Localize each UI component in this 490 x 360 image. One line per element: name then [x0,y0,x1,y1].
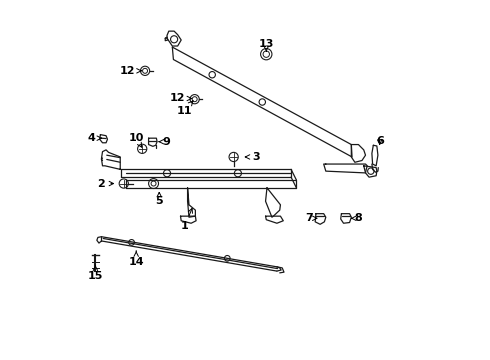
Text: 10: 10 [128,133,144,147]
Text: 9: 9 [159,137,170,147]
Text: 2: 2 [98,179,114,189]
Text: 15: 15 [88,265,103,281]
Text: 6: 6 [376,136,384,146]
Text: 1: 1 [181,208,193,231]
Text: 12: 12 [120,66,141,76]
Text: 4: 4 [88,133,101,143]
Text: 8: 8 [351,213,362,223]
Text: 14: 14 [128,251,144,266]
Text: 11: 11 [176,101,193,116]
Text: 13: 13 [259,39,274,51]
Text: 3: 3 [245,152,259,162]
Text: 12: 12 [170,94,192,103]
Text: 5: 5 [155,193,163,206]
Text: 7: 7 [305,213,317,223]
